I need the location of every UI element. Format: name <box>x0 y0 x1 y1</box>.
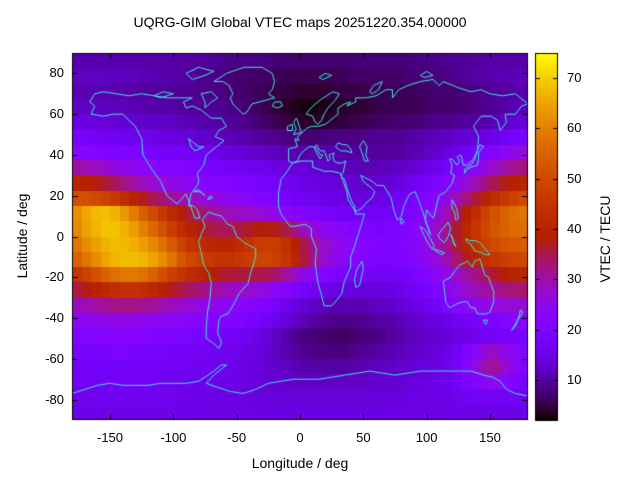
x-tick-label: 150 <box>479 430 501 445</box>
y-tick-label: -60 <box>45 350 64 366</box>
colorbar-tick-label: 50 <box>567 170 582 186</box>
y-tick-label: 20 <box>49 187 64 203</box>
x-tick-label: 100 <box>415 430 438 445</box>
x-tick-label: 0 <box>296 430 304 445</box>
y-tick-label: -80 <box>45 391 64 407</box>
colorbar-tick-label: 60 <box>567 120 582 136</box>
colorbar-tick-label: 70 <box>567 70 582 86</box>
y-tick-label: 80 <box>49 65 64 81</box>
y-tick-label: -20 <box>45 269 64 285</box>
colorbar-tick-label: 10 <box>567 371 582 387</box>
colorbar-tick-label: 30 <box>567 271 582 287</box>
colorbar-tick-label: 40 <box>567 220 582 236</box>
x-tick-label: -150 <box>96 430 124 445</box>
y-tick-label: -40 <box>45 310 64 326</box>
colorbar-tick-label: 20 <box>567 321 582 337</box>
chart-title: UQRG-GIM Global VTEC maps 20251220.354.0… <box>133 14 467 30</box>
y-tick-label: 60 <box>49 106 64 122</box>
colorbar-label: VTEC / TECU <box>597 195 613 283</box>
y-tick-label: 40 <box>49 146 64 162</box>
x-axis-label: Longitude / deg <box>251 455 349 471</box>
x-tick-label: 50 <box>356 430 371 445</box>
x-tick-label: -100 <box>160 430 187 445</box>
x-tick-label: -50 <box>227 430 247 445</box>
y-tick-label: 0 <box>56 228 64 244</box>
